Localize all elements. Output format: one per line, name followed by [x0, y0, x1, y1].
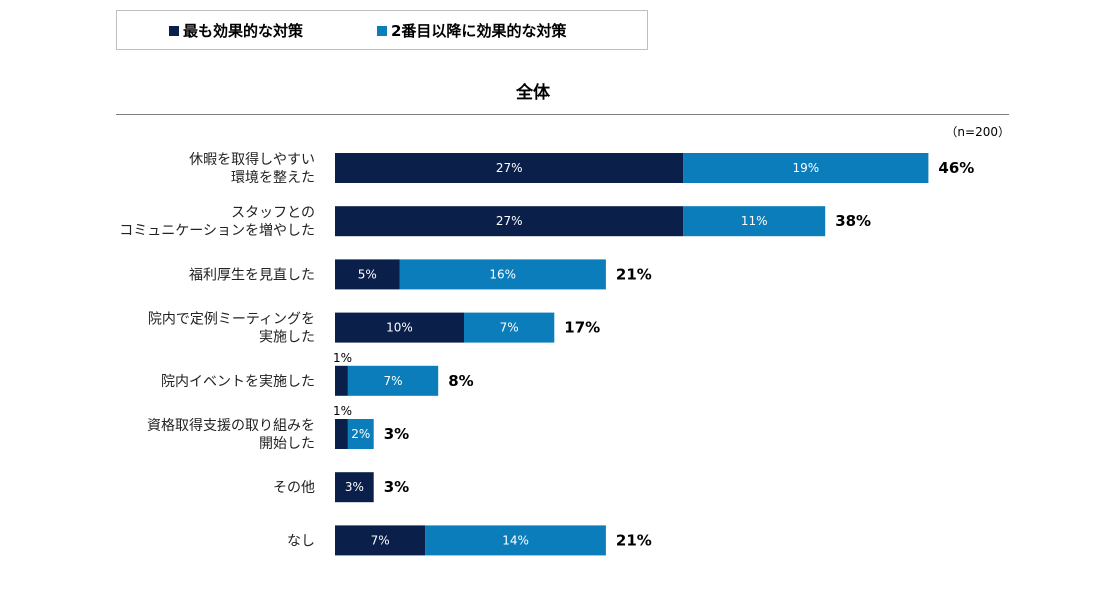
segment-value-label: 3%: [345, 480, 364, 494]
legend-label-second-effective: 2番目以降に効果的な対策: [391, 22, 567, 40]
legend-item-most-effective: 最も効果的な対策: [169, 20, 303, 41]
category-label: 院内イベントを実施した: [161, 374, 315, 390]
total-value-label: 38%: [835, 212, 871, 230]
legend-label-most-effective: 最も効果的な対策: [183, 22, 304, 40]
bar-segment: [335, 419, 348, 449]
category-label: その他: [273, 480, 315, 496]
category-label: 福利厚生を見直した: [189, 266, 315, 283]
legend-swatch-second-effective: [377, 25, 387, 36]
total-value-label: 17%: [564, 319, 600, 337]
total-value-label: 8%: [448, 372, 473, 390]
total-value-label: 3%: [384, 425, 409, 443]
segment-value-label: 11%: [741, 214, 768, 228]
bar-segment: [425, 525, 606, 556]
category-label: スタッフとの: [231, 205, 315, 221]
bar-segment: [335, 206, 684, 237]
segment-value-label: 10%: [386, 321, 413, 335]
category-label: 開始した: [259, 436, 315, 452]
bar-segment: [399, 259, 606, 290]
segment-value-label: 7%: [500, 321, 519, 335]
category-label: 環境を整えた: [231, 170, 315, 186]
chart-title: 全体: [516, 83, 550, 103]
segment-value-label: 7%: [371, 533, 390, 547]
bar-segment: [335, 525, 426, 556]
bar-segment: [683, 153, 929, 183]
segment-value-label: 5%: [358, 267, 377, 281]
title-divider: [116, 114, 1009, 115]
total-value-label: 21%: [616, 265, 652, 283]
segment-value-label: 1%: [333, 404, 352, 418]
legend-box: 最も効果的な対策 2番目以降に効果的な対策: [116, 10, 648, 50]
bar-segment: [347, 419, 374, 449]
category-label: なし: [287, 533, 315, 549]
bar-segment: [683, 206, 826, 237]
bar-segment: [464, 312, 555, 343]
bar-segment: [335, 365, 348, 396]
category-label: コミュニケーションを増やした: [119, 223, 315, 239]
segment-value-label: 19%: [793, 161, 820, 175]
total-value-label: 21%: [616, 531, 652, 549]
segment-value-label: 7%: [384, 374, 403, 388]
bar-segment: [335, 312, 464, 343]
segment-value-label: 16%: [489, 267, 516, 281]
category-label: 院内で定例ミーティングを: [148, 312, 315, 328]
category-label: 実施した: [259, 330, 315, 346]
segment-value-label: 14%: [502, 533, 529, 547]
bar-segment: [335, 259, 400, 290]
segment-value-label: 1%: [333, 351, 352, 365]
legend-swatch-most-effective: [169, 25, 179, 36]
segment-value-label: 2%: [351, 427, 370, 441]
segment-value-label: 27%: [496, 214, 523, 228]
total-value-label: 3%: [384, 478, 409, 496]
bar-segment: [335, 153, 684, 183]
sample-size-note: （n=200）: [945, 125, 1010, 139]
segment-value-label: 27%: [496, 161, 523, 175]
legend-item-second-effective: 2番目以降に効果的な対策: [377, 20, 566, 41]
category-label: 休暇を取得しやすい: [189, 151, 315, 168]
bar-segment: [335, 472, 374, 503]
category-label: 資格取得支援の取り組みを: [147, 417, 315, 434]
total-value-label: 46%: [938, 159, 974, 177]
bar-segment: [347, 365, 439, 396]
